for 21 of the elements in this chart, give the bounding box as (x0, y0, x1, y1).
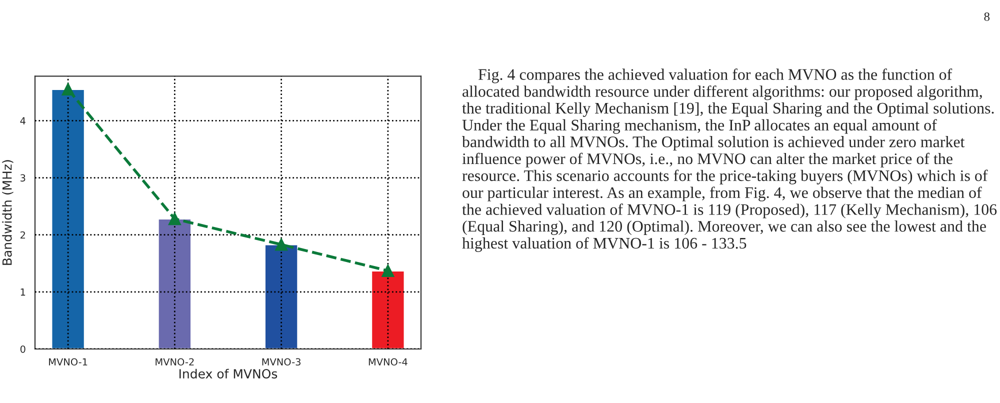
point (275, 238, 288, 251)
x-tick-label: MVNO-4 (368, 358, 408, 366)
x-axis-title: Index of MVNOs (180, 368, 278, 378)
x-tick-label: MVNO-2 (156, 358, 194, 366)
y-tick-label: 0 (20, 345, 26, 353)
point (382, 264, 394, 278)
x-tick-label: MVNO-3 (262, 358, 300, 366)
bar (157, 218, 192, 349)
text: 8 (984, 12, 990, 21)
bar (370, 270, 406, 349)
y-tick-label: 3 (20, 174, 26, 182)
y-axis-title: Bandwidth (MHz) (2, 160, 14, 265)
bar (50, 88, 86, 349)
y-tick-label: 2 (20, 231, 25, 239)
y-tick-label: 4 (20, 117, 26, 124)
point (62, 83, 74, 96)
point (168, 212, 181, 226)
bar (264, 244, 299, 349)
y-tick-label: 1 (20, 288, 26, 296)
x-tick-label: MVNO-1 (49, 358, 88, 366)
text: Fig. 4 compares the achieved valuation for each MVNO as the function of allocated bandwidth resource under different algorithms: our proposed algorithm, the traditional Kelly Mechanism [19], the Equal Sharing and the Optimal solutions. Under the Equal Sharing mechanism, the InP allocates an equal amount of bandwidth to all MVNOs. The Optimal solution is achieved under zero market influence power of MVNOs, i.e., no MVNO can alter the market price of the resource. This scenario accounts for the price-taking buyers (MVNOs) which is of our particular interest. As an example, from Fig. 4, we observe that the median of the achieved valuation of MVNO-1 is 119 (Proposed), 117 (Kelly Mechanism), 106 (Equal Sharing), and 120 (Optimal). Moreover, we can also see the lowest and the highest valuation of MVNO-1 is 106 - 133.5 (462, 68, 997, 252)
